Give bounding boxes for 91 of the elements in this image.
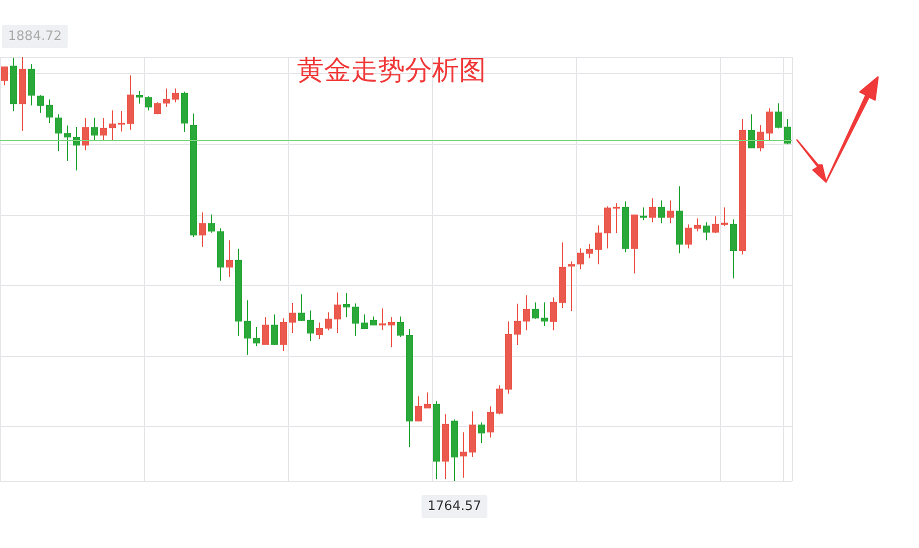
candlestick [541, 302, 548, 326]
candlestick [604, 206, 611, 249]
candlestick [370, 316, 377, 326]
candlestick [307, 310, 314, 342]
candlestick [1, 66, 8, 86]
candlestick [685, 224, 692, 249]
candlestick [271, 314, 278, 346]
candlestick [388, 316, 395, 348]
candlestick [784, 118, 791, 145]
candlestick [550, 296, 557, 331]
candlestick [532, 302, 539, 320]
candlestick [487, 406, 494, 438]
candlestick [523, 294, 530, 331]
candlestick [496, 384, 503, 415]
candlestick [667, 200, 674, 224]
candlestick [694, 218, 701, 232]
candlestick [469, 410, 476, 458]
candlestick [91, 117, 98, 141]
candlestick [406, 328, 413, 448]
candlestick [28, 64, 35, 106]
candlestick [82, 118, 89, 151]
candlestick [424, 392, 431, 408]
candlestick [442, 414, 449, 480]
candlestick [352, 302, 359, 336]
candlestick [37, 94, 44, 114]
candlestick [739, 118, 746, 255]
candlestick [559, 242, 566, 308]
candlestick [172, 88, 179, 103]
candlestick [568, 260, 575, 312]
candlestick [775, 102, 782, 129]
candlestick [280, 318, 287, 352]
candlestick [118, 110, 125, 132]
candlestick [397, 316, 404, 338]
candlestick [55, 114, 62, 152]
candlestick [46, 98, 53, 124]
candlestick [379, 308, 386, 330]
candlestick [415, 396, 422, 422]
candlestick [316, 322, 323, 340]
candlestick [145, 96, 152, 111]
candlestick [433, 400, 440, 480]
candlestick [262, 316, 269, 345]
candlestick [136, 90, 143, 104]
candlestick [577, 248, 584, 270]
candlestick [721, 206, 728, 227]
candlestick [343, 292, 350, 318]
candlestick [217, 228, 224, 282]
candlestick [640, 206, 647, 221]
candlestick [244, 300, 251, 356]
candlestick [298, 294, 305, 322]
candlestick [163, 88, 170, 108]
candlestick [181, 91, 188, 132]
candlestick [100, 118, 107, 141]
text: 1884.72 [8, 29, 62, 44]
candlestick [64, 125, 71, 162]
candlestick [478, 422, 485, 444]
candlestick [631, 214, 638, 274]
candlestick [73, 126, 80, 171]
candlestick [208, 214, 215, 234]
candlestick [109, 110, 116, 141]
candlestick [712, 216, 719, 234]
candlestick [586, 244, 593, 259]
candlestick [334, 292, 341, 334]
candlestick [460, 432, 467, 478]
candlestick [649, 198, 656, 223]
candlestick [748, 114, 755, 149]
candlestick [514, 303, 521, 346]
candlestick [658, 200, 665, 224]
candlestick [226, 240, 233, 278]
candlestick [595, 224, 602, 265]
candlestick [253, 326, 260, 347]
candlestick [190, 113, 197, 238]
candlestick [703, 222, 710, 241]
text: 1764.57 [428, 499, 482, 514]
candlestick [325, 312, 332, 331]
candlestick [154, 102, 161, 115]
candlestick [289, 302, 296, 334]
chart-title: 黄金走势分析图 [297, 55, 486, 86]
candlestick [622, 200, 629, 253]
candlestick [19, 56, 26, 132]
candlestick [10, 57, 17, 112]
candlestick [451, 418, 458, 482]
candlestick [757, 124, 764, 152]
candlestick [613, 202, 620, 234]
candlestick [127, 74, 134, 130]
candlestick [199, 212, 206, 248]
candlestick [730, 218, 737, 279]
candlestick [505, 320, 512, 394]
candlestick [361, 314, 368, 330]
candlestick [766, 108, 773, 142]
candlestick [235, 248, 242, 336]
candlestick [676, 186, 683, 254]
